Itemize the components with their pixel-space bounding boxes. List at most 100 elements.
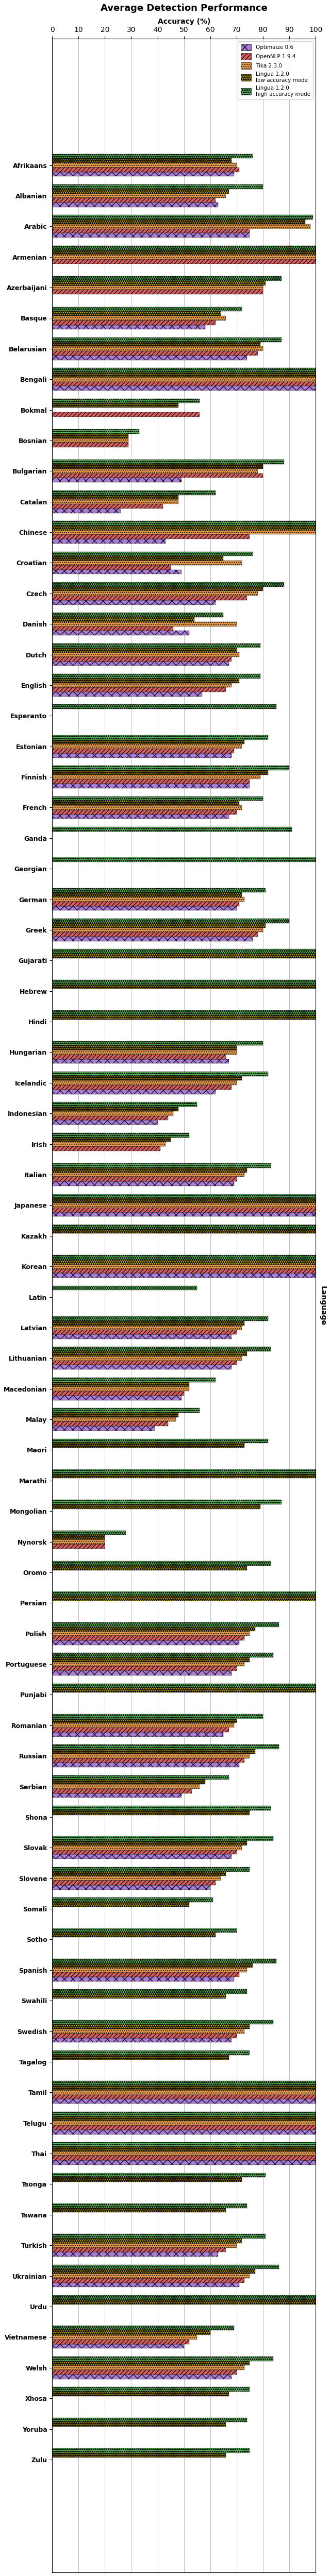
Bar: [52, 430, 139, 433]
Bar: [52, 381, 316, 386]
Bar: [52, 1365, 231, 1370]
Bar: [52, 827, 292, 832]
Bar: [52, 1412, 179, 1417]
Bar: [52, 1321, 245, 1327]
Bar: [52, 662, 229, 665]
Bar: [52, 2030, 245, 2032]
Bar: [52, 376, 316, 381]
Bar: [52, 1561, 271, 1566]
Bar: [52, 657, 231, 662]
Bar: [52, 590, 258, 595]
Bar: [52, 2275, 250, 2277]
Bar: [52, 2362, 250, 2365]
Bar: [52, 185, 263, 188]
Bar: [52, 1850, 237, 1855]
Bar: [52, 1417, 176, 1422]
Bar: [52, 2365, 245, 2370]
Bar: [52, 1110, 173, 1115]
Bar: [52, 1355, 242, 1360]
Bar: [52, 2089, 316, 2094]
Bar: [52, 232, 250, 237]
Bar: [52, 260, 316, 263]
Bar: [52, 775, 260, 778]
Bar: [52, 858, 316, 863]
Bar: [52, 374, 316, 376]
Bar: [52, 1744, 279, 1749]
Bar: [52, 2156, 316, 2161]
Bar: [52, 922, 266, 927]
Bar: [52, 2334, 197, 2339]
Bar: [52, 1391, 184, 1396]
Bar: [52, 1090, 215, 1095]
Bar: [52, 1728, 229, 1731]
Bar: [52, 1059, 229, 1064]
Bar: [52, 1203, 316, 1208]
Bar: [52, 2130, 316, 2136]
Bar: [52, 464, 263, 469]
Bar: [52, 564, 171, 569]
Bar: [52, 621, 237, 626]
Bar: [52, 979, 316, 984]
Bar: [52, 595, 247, 600]
Bar: [52, 1855, 231, 1860]
Bar: [52, 193, 226, 198]
Bar: [52, 325, 205, 330]
Bar: [52, 520, 316, 526]
Bar: [52, 953, 316, 958]
Bar: [52, 1932, 215, 1937]
Bar: [52, 531, 316, 533]
Bar: [52, 2277, 245, 2282]
Bar: [52, 938, 252, 940]
Bar: [52, 224, 311, 229]
Bar: [52, 2244, 237, 2249]
Bar: [52, 551, 252, 556]
Bar: [52, 2099, 316, 2105]
Bar: [52, 1208, 316, 1213]
Bar: [52, 2264, 279, 2269]
Bar: [52, 688, 226, 693]
Bar: [52, 1597, 316, 1600]
Bar: [52, 1072, 268, 1077]
Bar: [52, 1806, 271, 1811]
Bar: [52, 801, 239, 806]
Bar: [52, 891, 242, 896]
Bar: [52, 1327, 242, 1329]
Bar: [52, 1901, 189, 1906]
Bar: [52, 500, 179, 505]
Bar: [52, 1352, 247, 1355]
Bar: [52, 2151, 316, 2156]
Bar: [52, 1229, 316, 1234]
Bar: [52, 613, 223, 618]
Bar: [52, 337, 281, 343]
Bar: [52, 907, 237, 909]
Bar: [52, 1963, 252, 1968]
Bar: [52, 1334, 231, 1340]
Bar: [52, 1785, 200, 1788]
Bar: [52, 1687, 316, 1692]
Bar: [52, 2344, 184, 2349]
Bar: [52, 386, 316, 392]
Bar: [52, 1780, 205, 1785]
Bar: [52, 276, 281, 281]
Bar: [52, 1443, 245, 1448]
Bar: [52, 783, 250, 788]
Bar: [52, 1255, 316, 1260]
Bar: [52, 2174, 266, 2177]
Bar: [52, 2020, 274, 2025]
Bar: [52, 198, 215, 204]
Bar: [52, 1929, 237, 1932]
Bar: [52, 948, 316, 953]
Bar: [52, 204, 218, 206]
Bar: [52, 1273, 316, 1278]
Bar: [52, 1873, 226, 1875]
Bar: [52, 1662, 245, 1667]
Bar: [52, 1530, 126, 1535]
Bar: [52, 677, 239, 683]
Bar: [52, 1177, 237, 1182]
Bar: [52, 505, 163, 507]
Bar: [52, 902, 239, 907]
Bar: [52, 631, 189, 636]
Bar: [52, 2452, 226, 2458]
Legend: Optimaize 0.6, OpenNLP 1.9.4, Tika 2.3.0, Lingua 1.2.0
low accuracy mode, Lingua: Optimaize 0.6, OpenNLP 1.9.4, Tika 2.3.0…: [238, 41, 313, 100]
Bar: [52, 2339, 189, 2344]
